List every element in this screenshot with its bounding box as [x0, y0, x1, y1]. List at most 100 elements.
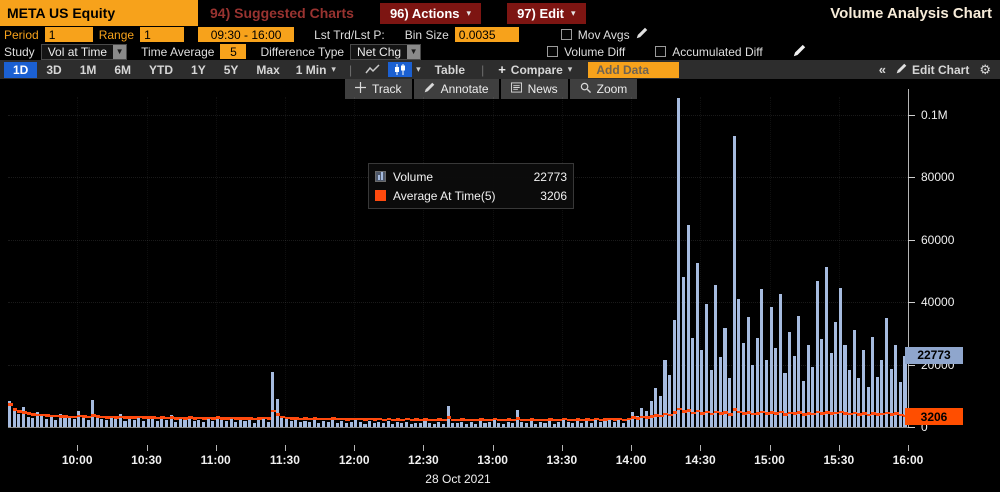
average-dot	[718, 412, 724, 415]
y-axis	[908, 89, 909, 427]
average-dot	[566, 418, 572, 422]
average-dot	[603, 418, 609, 421]
average-dot	[691, 411, 696, 415]
volume-bar	[21, 406, 25, 427]
line-chart-icon[interactable]	[360, 62, 386, 77]
track-button[interactable]: Track	[345, 79, 412, 99]
tab-ytd[interactable]: YTD	[149, 62, 174, 77]
add-data-field[interactable]: Add Data	[588, 61, 679, 78]
volume-bar	[557, 422, 561, 427]
average-dot	[266, 417, 272, 420]
difference-type-dropdown[interactable]: Net Chg ▼	[350, 43, 422, 60]
tab-1m[interactable]: 1M	[79, 62, 97, 77]
average-dot	[35, 413, 41, 417]
edit-chart-button[interactable]: Edit Chart	[896, 63, 969, 77]
volume-bar	[464, 423, 469, 427]
volume-bar	[188, 417, 192, 427]
pencil-icon[interactable]	[636, 27, 648, 42]
compare-button[interactable]: + Compare ▾	[490, 61, 580, 78]
x-tick	[631, 445, 633, 451]
y-tick	[908, 364, 915, 366]
volume-bar	[778, 293, 782, 427]
volume-bar	[206, 418, 210, 427]
volume-legend-label: Volume	[393, 169, 434, 184]
time-average-field[interactable]: 5	[220, 44, 247, 59]
average-dot	[898, 413, 904, 417]
average-dot	[123, 416, 129, 419]
average-dot	[395, 418, 401, 421]
volume-bar	[132, 419, 136, 427]
average-dot	[118, 415, 124, 418]
interval-dropdown[interactable]: 1 Min ▾	[289, 62, 343, 78]
bin-size-field[interactable]: 0.0035	[454, 27, 519, 42]
chart-area[interactable]: Track Annotate News Zoom 0.1M 80000 60000 4…	[0, 79, 1000, 492]
average-dot	[428, 418, 433, 422]
volume-bar	[26, 417, 30, 427]
news-button[interactable]: News	[500, 79, 568, 99]
pencil-icon	[424, 82, 435, 96]
suggested-charts-menu[interactable]: 94) Suggested Charts	[210, 5, 354, 21]
average-dot	[561, 417, 567, 421]
chart-type-chevron-icon[interactable]: ▾	[416, 64, 421, 74]
volume-bar	[857, 377, 861, 427]
mov-avgs-checkbox[interactable]	[560, 29, 572, 40]
average-legend-value: 3206	[540, 188, 567, 203]
chevron-down-icon: ▼	[113, 44, 127, 59]
tab-6m[interactable]: 6M	[114, 62, 132, 77]
gear-icon[interactable]: ⚙	[979, 61, 991, 77]
tab-3d[interactable]: 3D	[46, 62, 62, 77]
average-dot	[349, 417, 355, 421]
tab-max[interactable]: Max	[256, 62, 280, 77]
average-dot	[612, 418, 618, 421]
average-dot	[511, 418, 516, 422]
average-dot	[164, 416, 170, 420]
volume-bar	[460, 421, 464, 427]
table-button[interactable]: Table	[434, 62, 466, 77]
range-field[interactable]: 1	[140, 27, 185, 42]
study-dropdown[interactable]: Vol at Time ▼	[40, 43, 128, 60]
difference-type-label: Difference Type	[260, 44, 345, 59]
volume-diff-checkbox[interactable]	[547, 46, 559, 57]
y-tick-label: 40000	[921, 295, 955, 310]
volume-bar	[700, 349, 704, 427]
tab-1d[interactable]: 1D	[4, 61, 38, 78]
collapse-panel-icon[interactable]: «	[878, 62, 886, 77]
average-dot	[418, 418, 424, 422]
average-dot	[741, 412, 747, 415]
average-dot	[728, 413, 733, 416]
x-tick-label: 14:30	[684, 453, 716, 467]
edit-menu[interactable]: 97) Edit ▾	[507, 2, 586, 24]
volume-bar	[386, 421, 390, 427]
study-value: Vol at Time	[47, 44, 108, 59]
accumulated-diff-checkbox[interactable]	[655, 46, 667, 57]
average-dot	[409, 418, 415, 422]
security-input[interactable]: META US Equity	[0, 0, 198, 26]
volume-bar	[229, 418, 233, 427]
volume-plot[interactable]	[8, 79, 909, 428]
period-field[interactable]: 1	[44, 27, 93, 42]
actions-menu[interactable]: 96) Actions ▾	[379, 2, 482, 24]
volume-diff-label: Volume Diff	[564, 44, 626, 59]
average-dot	[617, 417, 622, 421]
volume-bar	[783, 372, 787, 427]
time-range-field[interactable]: 09:30 - 16:00	[198, 27, 295, 42]
tab-1y[interactable]: 1Y	[191, 62, 206, 77]
volume-bar	[871, 337, 875, 427]
candlestick-chart-icon[interactable]	[388, 62, 413, 77]
volume-bar	[266, 421, 270, 427]
average-dot	[109, 415, 115, 419]
annotate-button[interactable]: Annotate	[413, 79, 499, 99]
zoom-button[interactable]: Zoom	[569, 79, 638, 99]
volume-bar	[501, 423, 505, 427]
pencil-icon[interactable]	[793, 44, 806, 60]
period-label: Period	[4, 27, 39, 42]
average-dot	[875, 413, 881, 416]
average-dot	[321, 417, 327, 421]
average-dot	[169, 416, 175, 419]
v-gridline	[215, 97, 217, 427]
chart-legend[interactable]: Volume 22773 Average At Time(5) 3206	[368, 163, 574, 209]
volume-bar	[100, 418, 104, 427]
tab-5y[interactable]: 5Y	[223, 62, 239, 77]
average-dot	[478, 418, 484, 421]
